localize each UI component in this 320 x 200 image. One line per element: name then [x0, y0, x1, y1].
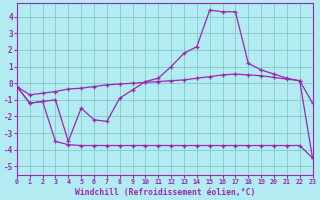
X-axis label: Windchill (Refroidissement éolien,°C): Windchill (Refroidissement éolien,°C): [75, 188, 255, 197]
